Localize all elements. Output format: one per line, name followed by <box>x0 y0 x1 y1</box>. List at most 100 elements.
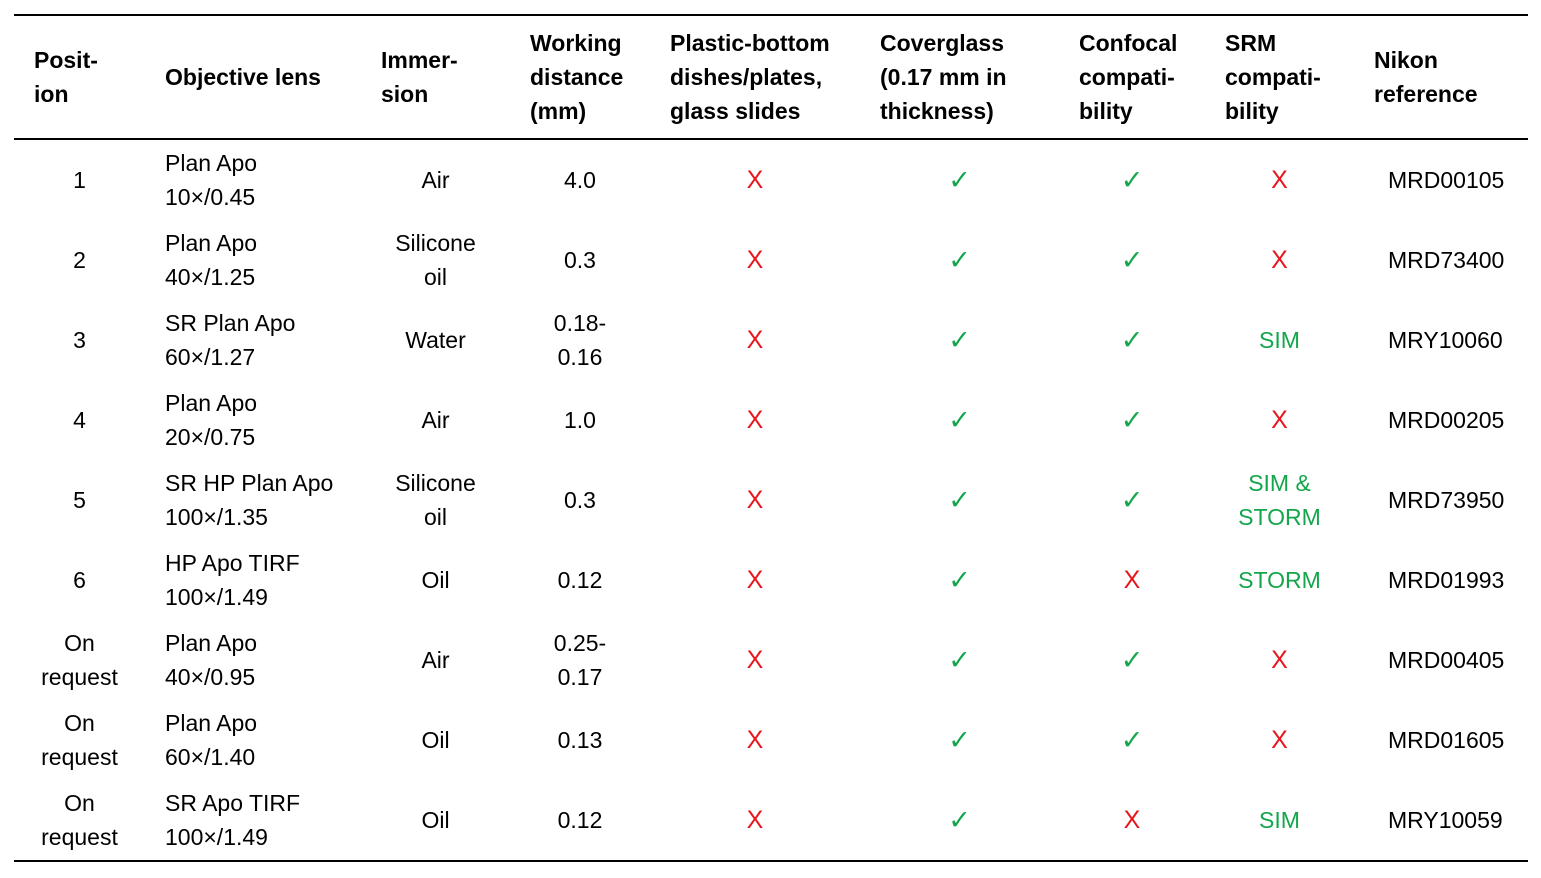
cell-immersion: Air <box>361 620 510 700</box>
cell-position-text: 4 <box>73 407 86 433</box>
cross-icon: X <box>746 806 764 834</box>
cell-nikon-reference-text: MRD00105 <box>1388 167 1505 193</box>
cell-nikon-reference: MRY10059 <box>1354 780 1528 861</box>
table-row: On request Plan Apo 60×/1.40 Oil 0.13 X ✓ ✓ X MR… <box>14 700 1528 780</box>
cell-plastic-bottom: X <box>650 620 860 700</box>
header-srm: SRM compati- bility <box>1225 30 1321 124</box>
srm-method-label: SIM & STORM <box>1238 470 1321 530</box>
check-icon: ✓ <box>948 804 971 835</box>
table-row: 6 HP Apo TIRF 100×/1.49 Oil 0.12 X ✓ X STORM MRD… <box>14 540 1528 620</box>
cell-coverglass: ✓ <box>860 540 1059 620</box>
objective-lens-table: Posit- ion Objective lens Immer- sion Wo… <box>14 14 1528 862</box>
check-icon: ✓ <box>948 564 971 595</box>
header-row: Posit- ion Objective lens Immer- sion Wo… <box>14 15 1528 139</box>
cell-position-text: 2 <box>73 247 86 273</box>
table-row: 3 SR Plan Apo 60×/1.27 Water 0.18- 0.16 X ✓ ✓ S… <box>14 300 1528 380</box>
cell-plastic-bottom: X <box>650 460 860 540</box>
cross-icon: X <box>1123 806 1141 834</box>
cross-icon: X <box>1271 646 1288 674</box>
cell-nikon-reference: MRD01605 <box>1354 700 1528 780</box>
cell-objective-lens: SR Apo TIRF 100×/1.49 <box>145 780 361 861</box>
cross-icon: X <box>746 406 764 434</box>
cell-position-text: 1 <box>73 167 86 193</box>
cell-srm: X <box>1205 620 1354 700</box>
cell-position-text: 5 <box>73 487 86 513</box>
cell-objective-lens-text: Plan Apo 20×/0.75 <box>165 390 258 450</box>
cell-position: 5 <box>14 460 145 540</box>
cell-working-distance-text: 0.13 <box>557 727 603 753</box>
cross-icon: X <box>1271 406 1288 434</box>
table-body: 1 Plan Apo 10×/0.45 Air 4.0 X ✓ ✓ X MRD00105 2 Pla… <box>14 139 1528 861</box>
cell-immersion-text: Air <box>421 167 450 193</box>
check-icon: ✓ <box>1120 244 1144 275</box>
cell-nikon-reference: MRY10060 <box>1354 300 1528 380</box>
cell-objective-lens-text: Plan Apo 40×/0.95 <box>165 630 258 690</box>
header-working-distance: Working distance (mm) <box>530 30 624 124</box>
cell-coverglass: ✓ <box>860 620 1059 700</box>
cell-confocal: ✓ <box>1059 700 1205 780</box>
cell-immersion: Air <box>361 139 510 220</box>
cell-position-text: 6 <box>73 567 86 593</box>
cell-objective-lens-text: SR HP Plan Apo 100×/1.35 <box>165 470 334 530</box>
header-nikon-reference: Nikon reference <box>1374 47 1478 107</box>
cross-icon: X <box>1271 166 1288 194</box>
table-row: 5 SR HP Plan Apo 100×/1.35 Silicone oil 0.3… <box>14 460 1528 540</box>
check-icon: ✓ <box>1120 164 1144 195</box>
cell-working-distance-text: 0.12 <box>557 567 603 593</box>
cell-confocal: X <box>1059 540 1205 620</box>
header-plastic-bottom: Plastic-bottom dishes/plates, glass slid… <box>670 30 830 124</box>
cell-position-text: On request <box>41 630 118 690</box>
check-icon: ✓ <box>1120 644 1144 675</box>
check-icon: ✓ <box>948 724 971 755</box>
cell-nikon-reference-text: MRD00405 <box>1388 647 1505 673</box>
cell-objective-lens: Plan Apo 60×/1.40 <box>145 700 361 780</box>
cell-position: 4 <box>14 380 145 460</box>
cell-srm: SIM <box>1205 300 1354 380</box>
cell-srm: STORM <box>1205 540 1354 620</box>
cell-position-text: On request <box>41 790 118 850</box>
cell-srm: SIM & STORM <box>1205 460 1354 540</box>
cell-confocal: ✓ <box>1059 620 1205 700</box>
cell-confocal: ✓ <box>1059 300 1205 380</box>
cell-objective-lens: Plan Apo 20×/0.75 <box>145 380 361 460</box>
cell-position: 3 <box>14 300 145 380</box>
cell-immersion-text: Air <box>421 647 450 673</box>
cross-icon: X <box>746 246 764 274</box>
cell-coverglass: ✓ <box>860 380 1059 460</box>
cell-objective-lens-text: Plan Apo 40×/1.25 <box>165 230 258 290</box>
cell-coverglass: ✓ <box>860 300 1059 380</box>
check-icon: ✓ <box>1120 324 1144 355</box>
header-position: Posit- ion <box>34 47 98 107</box>
cell-working-distance-text: 1.0 <box>564 407 596 433</box>
cell-plastic-bottom: X <box>650 139 860 220</box>
cell-working-distance: 0.3 <box>510 220 650 300</box>
check-icon: ✓ <box>948 324 971 355</box>
cross-icon: X <box>746 486 764 514</box>
cell-immersion-text: Oil <box>421 727 450 753</box>
cell-working-distance-text: 0.3 <box>564 247 596 273</box>
cell-coverglass: ✓ <box>860 220 1059 300</box>
cross-icon: X <box>746 166 764 194</box>
cell-plastic-bottom: X <box>650 700 860 780</box>
check-icon: ✓ <box>948 164 971 195</box>
cell-srm: X <box>1205 220 1354 300</box>
cell-working-distance: 0.25- 0.17 <box>510 620 650 700</box>
cell-position-text: On request <box>41 710 118 770</box>
cell-objective-lens-text: SR Plan Apo 60×/1.27 <box>165 310 296 370</box>
cell-plastic-bottom: X <box>650 780 860 861</box>
check-icon: ✓ <box>948 484 971 515</box>
table-row: 2 Plan Apo 40×/1.25 Silicone oil 0.3 X ✓ ✓ X MRD… <box>14 220 1528 300</box>
cell-working-distance-text: 0.12 <box>557 807 603 833</box>
cell-immersion-text: Air <box>421 407 450 433</box>
check-icon: ✓ <box>948 244 971 275</box>
cell-nikon-reference: MRD01993 <box>1354 540 1528 620</box>
cell-working-distance: 0.13 <box>510 700 650 780</box>
cross-icon: X <box>746 326 764 354</box>
cell-immersion: Oil <box>361 700 510 780</box>
cell-immersion-text: Silicone oil <box>395 470 476 530</box>
cell-immersion-text: Oil <box>421 807 450 833</box>
cell-immersion-text: Water <box>405 327 466 353</box>
cell-immersion: Oil <box>361 540 510 620</box>
cell-position-text: 3 <box>73 327 86 353</box>
cell-plastic-bottom: X <box>650 300 860 380</box>
